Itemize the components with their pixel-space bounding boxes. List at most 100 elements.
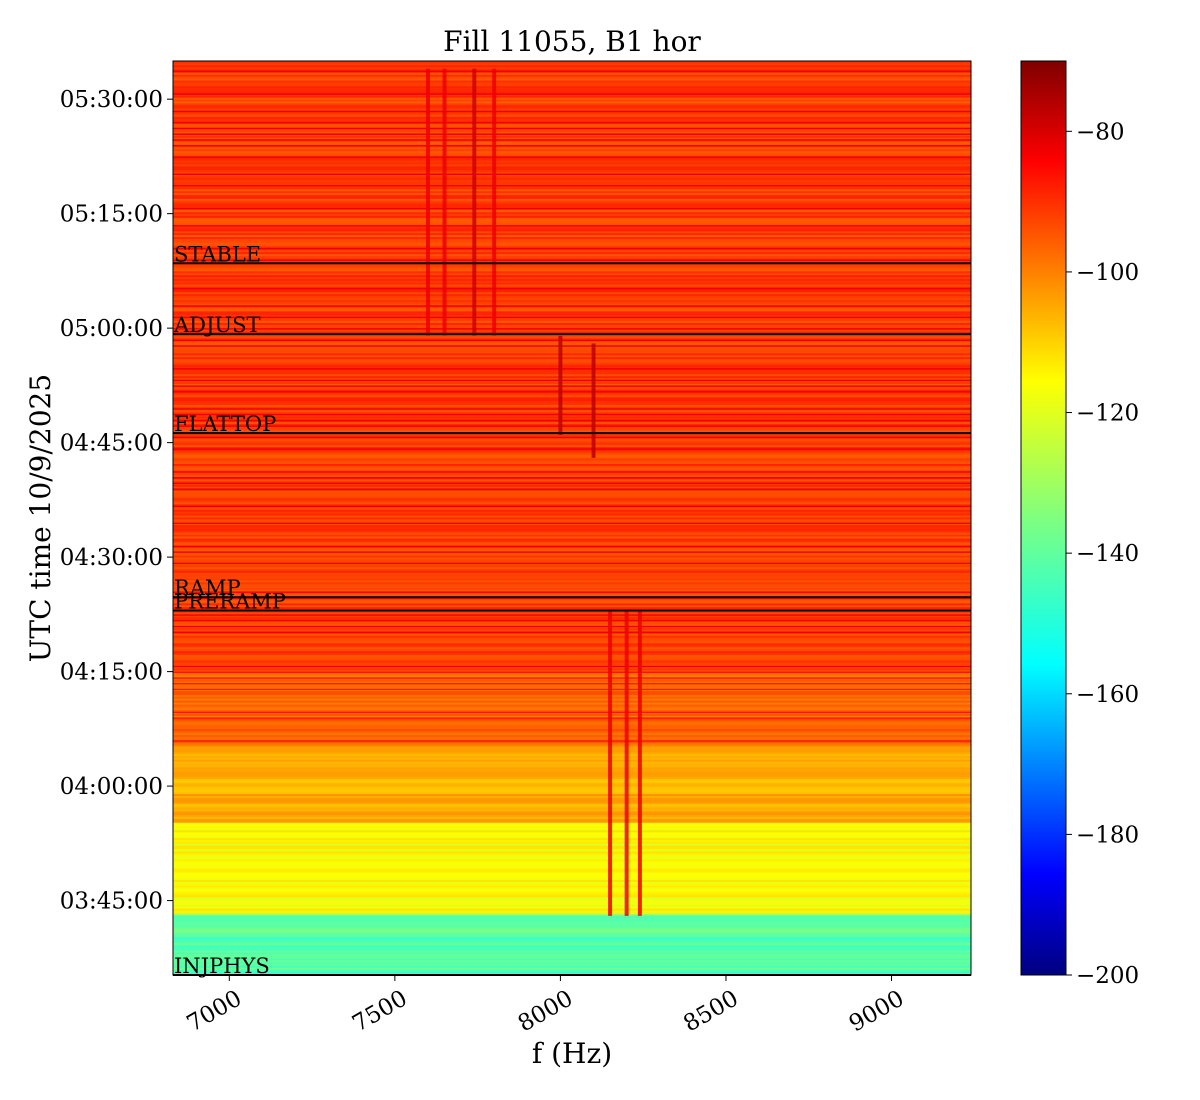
heatmap-row [173, 398, 971, 402]
heatmap-row [173, 186, 971, 190]
heatmap-row [173, 286, 971, 289]
heatmap-row [173, 68, 971, 71]
heatmap-row [173, 309, 971, 312]
heatmap-row [173, 530, 971, 533]
heatmap-row [173, 167, 971, 171]
heatmap-band [173, 225, 971, 227]
heatmap-row [173, 366, 971, 369]
heatmap-row [173, 822, 971, 825]
beam-mode-label: FLATTOP [174, 412, 276, 436]
heatmap-band [173, 677, 971, 679]
heatmap-row [173, 908, 971, 911]
heatmap-row [173, 246, 971, 249]
heatmap-row [173, 253, 971, 257]
heatmap-row [173, 91, 971, 94]
heatmap-row [173, 606, 971, 610]
heatmap-row [173, 223, 971, 226]
heatmap-row [173, 112, 971, 115]
spectral-line [425, 68, 430, 336]
heatmap-row [173, 936, 971, 940]
heatmap-row [173, 97, 971, 100]
heatmap-row [173, 137, 971, 140]
heatmap-row [173, 200, 971, 203]
heatmap-row [173, 734, 971, 737]
heatmap-row [173, 457, 971, 461]
heatmap-band [173, 482, 971, 485]
heatmap-row [173, 211, 971, 215]
heatmap-row [173, 452, 971, 455]
heatmap-row [173, 644, 971, 648]
heatmap-row [173, 954, 971, 957]
heatmap-band [173, 505, 971, 507]
heatmap-band [173, 259, 971, 261]
heatmap-row [173, 501, 971, 505]
heatmap-row [173, 576, 971, 579]
colorbar [1020, 60, 1067, 976]
heatmap-row [173, 251, 971, 255]
heatmap-row [173, 333, 971, 337]
x-tick-label: 7000 [183, 986, 247, 1038]
heatmap-row [173, 412, 971, 415]
heatmap-row [173, 776, 971, 779]
colorbar-tick-label: −160 [1076, 682, 1139, 708]
heatmap-row [173, 263, 971, 266]
heatmap-row [173, 658, 971, 661]
heatmap-band [173, 110, 971, 113]
heatmap-row [173, 728, 971, 732]
heatmap-row [173, 362, 971, 365]
colorbar-tick-label: −120 [1076, 401, 1139, 427]
heatmap-row [173, 675, 971, 678]
heatmap-row [173, 536, 971, 539]
heatmap-band [173, 545, 971, 548]
heatmap-band [173, 620, 971, 622]
beam-mode-label: STABLE [174, 242, 261, 266]
heatmap-row [173, 757, 971, 760]
colorbar-tick-label: −80 [1076, 119, 1125, 145]
heatmap-row [173, 238, 971, 241]
heatmap-row [173, 749, 971, 753]
heatmap-row [173, 349, 971, 352]
heatmap-row [173, 244, 971, 247]
heatmap-row [173, 381, 971, 384]
heatmap-row [173, 375, 971, 379]
heatmap-row [173, 295, 971, 299]
heatmap-row [173, 221, 971, 224]
heatmap-row [173, 351, 971, 354]
heatmap-row [173, 933, 971, 936]
heatmap-row [173, 759, 971, 762]
heatmap-row [173, 839, 971, 842]
heatmap-row [173, 87, 971, 91]
heatmap-row [173, 730, 971, 734]
heatmap-band [173, 591, 971, 593]
heatmap-row [173, 74, 971, 77]
y-tick-label: 04:45:00 [60, 431, 163, 457]
heatmap-row [173, 593, 971, 596]
heatmap-row [173, 318, 971, 321]
heatmap-row [173, 961, 971, 964]
heatmap-row [173, 158, 971, 161]
heatmap-row [173, 454, 971, 457]
heatmap-row [173, 681, 971, 684]
heatmap-row [173, 906, 971, 909]
heatmap-row [173, 188, 971, 192]
heatmap-row [173, 934, 971, 938]
heatmap-row [173, 463, 971, 466]
heatmap-row [173, 900, 971, 903]
heatmap-row [173, 585, 971, 589]
heatmap-row [173, 291, 971, 295]
heatmap-row [173, 913, 971, 917]
heatmap-row [173, 278, 971, 281]
colorbar-ticks: −80 −100 −120 −140 −160 −180 −200 [1066, 119, 1139, 989]
heatmap-row [173, 85, 971, 89]
heatmap-row [173, 118, 971, 121]
heatmap-row [173, 952, 971, 955]
x-tick-label: 8000 [514, 986, 578, 1038]
heatmap-row [173, 870, 971, 873]
heatmap-row [173, 654, 971, 657]
heatmap-row [173, 255, 971, 258]
beam-mode-label: INJPHYS [174, 954, 270, 978]
heatmap-row [173, 240, 971, 243]
heatmap-band [173, 522, 971, 525]
heatmap-row [173, 404, 971, 407]
heatmap-row [173, 868, 971, 871]
